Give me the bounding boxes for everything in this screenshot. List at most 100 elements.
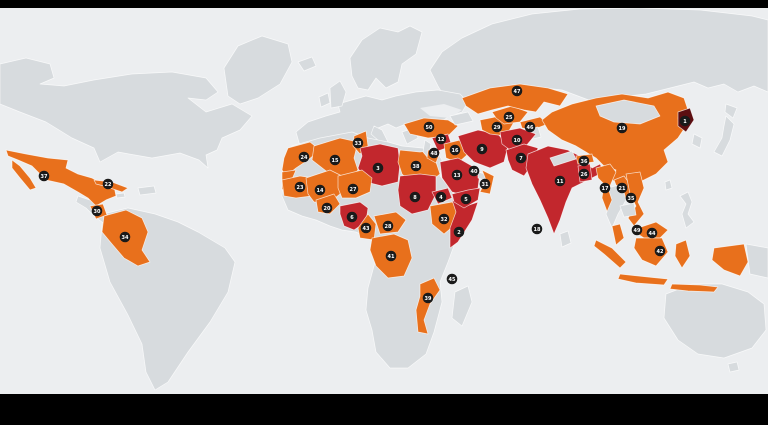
rank-marker-china[interactable]: 19: [616, 122, 628, 134]
rank-marker-oman[interactable]: 31: [479, 178, 491, 190]
rank-marker-circle[interactable]: [409, 191, 421, 203]
rank-marker-circle[interactable]: [515, 152, 527, 164]
rank-marker-circle[interactable]: [346, 211, 358, 223]
rank-marker-turkmenistan[interactable]: 29: [491, 121, 503, 133]
country-indonesia-sulawesi[interactable]: [674, 239, 691, 269]
country-niger[interactable]: [337, 169, 373, 199]
rank-marker-colombia[interactable]: 34: [119, 231, 131, 243]
rank-marker-circle[interactable]: [446, 273, 458, 285]
rank-marker-circle[interactable]: [460, 193, 472, 205]
rank-marker-dr-congo[interactable]: 41: [385, 250, 397, 262]
rank-marker-circle[interactable]: [329, 154, 341, 166]
rank-marker-circle[interactable]: [578, 168, 590, 180]
rank-marker-syria[interactable]: 12: [435, 133, 447, 145]
country-indonesia-papua[interactable]: [711, 243, 749, 277]
rank-marker-uzbekistan[interactable]: 25: [503, 111, 515, 123]
rank-marker-iran[interactable]: 9: [476, 143, 488, 155]
rank-marker-circle[interactable]: [554, 175, 566, 187]
rank-marker-mexico[interactable]: 37: [38, 170, 50, 182]
rank-marker-indonesia[interactable]: 42: [654, 245, 666, 257]
rank-marker-mozambique[interactable]: 39: [422, 292, 434, 304]
rank-marker-maldives[interactable]: 18: [531, 223, 543, 235]
country-indonesia-java[interactable]: [617, 273, 669, 286]
rank-marker-circle[interactable]: [625, 192, 637, 204]
country-indonesia-lesser-sunda[interactable]: [669, 283, 719, 293]
rank-marker-circle[interactable]: [438, 213, 450, 225]
rank-marker-tunisia[interactable]: 33: [352, 137, 364, 149]
rank-marker-nigeria[interactable]: 6: [346, 211, 358, 223]
rank-marker-circle[interactable]: [524, 121, 536, 133]
rank-marker-circle[interactable]: [511, 85, 523, 97]
rank-marker-malaysia[interactable]: 49: [631, 224, 643, 236]
rank-marker-circle[interactable]: [503, 111, 515, 123]
rank-marker-circle[interactable]: [347, 183, 359, 195]
rank-marker-circle[interactable]: [616, 182, 628, 194]
rank-marker-circle[interactable]: [360, 222, 372, 234]
rank-marker-central-african-republic[interactable]: 28: [382, 220, 394, 232]
rank-marker-circle[interactable]: [372, 162, 384, 174]
rank-marker-circle[interactable]: [385, 250, 397, 262]
rank-marker-afghanistan[interactable]: 10: [511, 134, 523, 146]
rank-marker-laos[interactable]: 21: [616, 182, 628, 194]
rank-marker-circle[interactable]: [314, 184, 326, 196]
rank-marker-yemen[interactable]: 5: [460, 193, 472, 205]
rank-marker-circle[interactable]: [102, 178, 114, 190]
rank-marker-ethiopia[interactable]: 32: [438, 213, 450, 225]
rank-marker-sudan[interactable]: 8: [409, 191, 421, 203]
rank-marker-circle[interactable]: [468, 165, 480, 177]
rank-marker-india[interactable]: 11: [554, 175, 566, 187]
rank-marker-cuba[interactable]: 22: [102, 178, 114, 190]
country-mozambique[interactable]: [415, 277, 441, 335]
rank-marker-circle[interactable]: [599, 182, 611, 194]
rank-marker-mali[interactable]: 14: [314, 184, 326, 196]
rank-marker-circle[interactable]: [435, 191, 447, 203]
rank-marker-circle[interactable]: [646, 227, 658, 239]
rank-marker-circle[interactable]: [352, 137, 364, 149]
rank-marker-circle[interactable]: [491, 121, 503, 133]
rank-marker-eritrea[interactable]: 4: [435, 191, 447, 203]
rank-marker-circle[interactable]: [428, 147, 440, 159]
country-kazakhstan[interactable]: [461, 83, 569, 115]
rank-marker-somalia[interactable]: 2: [453, 226, 465, 238]
rank-marker-circle[interactable]: [91, 205, 103, 217]
rank-marker-circle[interactable]: [476, 143, 488, 155]
rank-marker-burkina-faso[interactable]: 20: [321, 202, 333, 214]
rank-marker-circle[interactable]: [479, 178, 491, 190]
rank-marker-cameroon[interactable]: 43: [360, 222, 372, 234]
country-indonesia-sumatra[interactable]: [593, 239, 627, 269]
rank-marker-circle[interactable]: [453, 226, 465, 238]
rank-marker-kyrgyzstan[interactable]: 46: [524, 121, 536, 133]
rank-marker-circle[interactable]: [679, 115, 691, 127]
rank-marker-bangladesh[interactable]: 26: [578, 168, 590, 180]
rank-marker-circle[interactable]: [654, 245, 666, 257]
rank-marker-circle[interactable]: [616, 122, 628, 134]
rank-marker-pakistan[interactable]: 7: [515, 152, 527, 164]
rank-marker-vietnam[interactable]: 35: [625, 192, 637, 204]
rank-marker-niger[interactable]: 27: [347, 183, 359, 195]
rank-marker-circle[interactable]: [422, 292, 434, 304]
rank-marker-nicaragua[interactable]: 30: [91, 205, 103, 217]
rank-marker-kazakhstan[interactable]: 47: [511, 85, 523, 97]
country-indonesia-borneo[interactable]: [633, 237, 669, 267]
rank-marker-morocco[interactable]: 24: [298, 151, 310, 163]
rank-marker-myanmar[interactable]: 17: [599, 182, 611, 194]
country-malaysia-peninsula[interactable]: [611, 223, 625, 246]
country-mexico[interactable]: [5, 149, 117, 207]
rank-marker-bhutan[interactable]: 36: [578, 155, 590, 167]
rank-marker-north-korea[interactable]: 1: [679, 115, 691, 127]
rank-marker-circle[interactable]: [298, 151, 310, 163]
rank-marker-circle[interactable]: [631, 224, 643, 236]
rank-marker-circle[interactable]: [451, 169, 463, 181]
rank-marker-mauritania[interactable]: 23: [294, 181, 306, 193]
rank-marker-circle[interactable]: [578, 155, 590, 167]
rank-marker-circle[interactable]: [294, 181, 306, 193]
rank-marker-circle[interactable]: [321, 202, 333, 214]
rank-marker-egypt[interactable]: 38: [410, 160, 422, 172]
rank-marker-brunei[interactable]: 44: [646, 227, 658, 239]
rank-marker-jordan[interactable]: 48: [428, 147, 440, 159]
rank-marker-circle[interactable]: [531, 223, 543, 235]
rank-marker-circle[interactable]: [382, 220, 394, 232]
rank-marker-circle[interactable]: [511, 134, 523, 146]
rank-marker-qatar[interactable]: 40: [468, 165, 480, 177]
rank-marker-turkey[interactable]: 50: [423, 121, 435, 133]
